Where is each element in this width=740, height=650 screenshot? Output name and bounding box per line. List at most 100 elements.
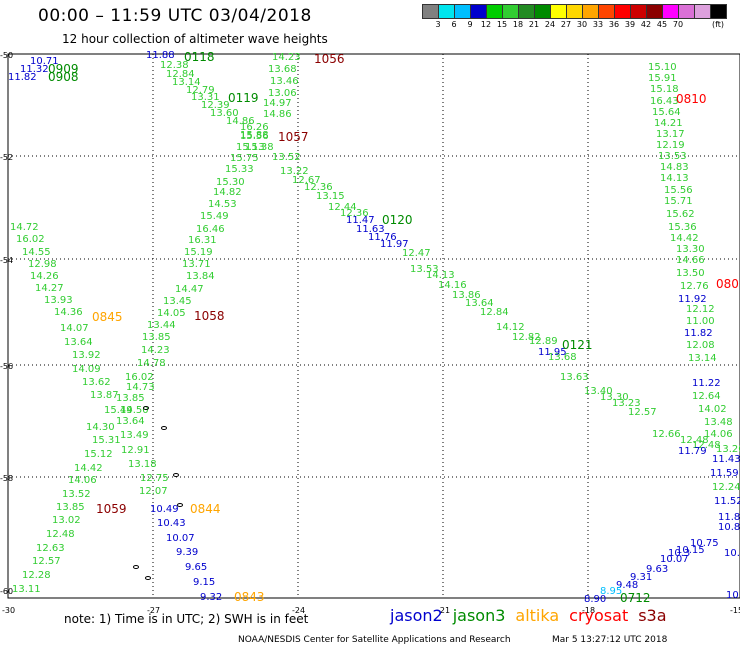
swh-value: 13.64 bbox=[116, 416, 145, 427]
swh-value: 13.20 bbox=[716, 444, 740, 455]
swh-value: 11.76 bbox=[368, 232, 397, 243]
swh-value: 13.53 bbox=[658, 151, 687, 162]
swh-value: 13.06 bbox=[268, 88, 297, 99]
swh-value: 14.09 bbox=[72, 364, 101, 375]
swh-value: 12.36 bbox=[340, 208, 369, 219]
swh-value: 15.10 bbox=[648, 62, 677, 73]
swh-value: 9.15 bbox=[193, 577, 215, 588]
swh-value: 10.75 bbox=[690, 538, 719, 549]
swh-value: 13.85 bbox=[142, 332, 171, 343]
swh-value: 12.84 bbox=[480, 307, 509, 318]
swh-value: 12.36 bbox=[304, 182, 333, 193]
swh-value: 12.12 bbox=[686, 304, 715, 315]
swh-value: 15.91 bbox=[648, 73, 677, 84]
swh-value: 16.02 bbox=[125, 372, 154, 383]
map-subtitle: 12 hour collection of altimeter wave hei… bbox=[62, 32, 328, 46]
legend-cryosat: cryosat bbox=[569, 606, 629, 625]
swh-value: 13.68 bbox=[268, 64, 297, 75]
swh-value: 14.13 bbox=[660, 173, 689, 184]
time-label: 0908 bbox=[48, 70, 79, 84]
swh-value: 13.15 bbox=[316, 191, 345, 202]
swh-value: 15.56 bbox=[240, 131, 269, 142]
swh-value: 13.84 bbox=[186, 271, 215, 282]
island-outline bbox=[143, 406, 149, 410]
swh-value: 11.82 bbox=[684, 328, 713, 339]
swh-value: 15.38 bbox=[245, 142, 274, 153]
color-scale-label: 42 bbox=[640, 20, 652, 29]
swh-value: 11.00 bbox=[686, 316, 715, 327]
swh-value: 14.23 bbox=[272, 52, 301, 63]
swh-value: 11.79 bbox=[678, 446, 707, 457]
swh-value: 11.63 bbox=[356, 224, 385, 235]
swh-value: 13.23 bbox=[612, 398, 641, 409]
swh-value: 15.31 bbox=[92, 435, 121, 446]
swh-value: 10.07 bbox=[166, 533, 195, 544]
color-scale-label: 9 bbox=[467, 20, 473, 29]
swh-value: 11.47 bbox=[346, 215, 375, 226]
swh-value: 13.11 bbox=[12, 584, 41, 595]
swh-value: 14.86 bbox=[226, 116, 255, 127]
swh-value: 13.14 bbox=[172, 77, 201, 88]
swh-value: 13.02 bbox=[52, 515, 81, 526]
swh-value: 13.92 bbox=[72, 350, 101, 361]
swh-value: 14.07 bbox=[60, 323, 89, 334]
legend-altika: altika bbox=[515, 606, 560, 625]
swh-value: 10.71 bbox=[30, 56, 59, 67]
swh-value: 10.15 bbox=[676, 545, 705, 556]
swh-value: 14.12 bbox=[496, 322, 525, 333]
swh-value: 14.02 bbox=[698, 404, 727, 415]
swh-value: 15.71 bbox=[664, 196, 693, 207]
swh-value: 12.48 bbox=[692, 440, 721, 451]
swh-value: 15.56 bbox=[664, 185, 693, 196]
color-scale-label: 27 bbox=[560, 20, 572, 29]
swh-value: 9.32 bbox=[200, 592, 222, 603]
lon-axis-label: -27 bbox=[147, 606, 160, 615]
swh-value: 15.12 bbox=[84, 449, 113, 460]
swh-value: 16.31 bbox=[188, 235, 217, 246]
swh-value: 15.30 bbox=[216, 177, 245, 188]
time-label: 0118 bbox=[184, 50, 215, 64]
swh-value: 9.65 bbox=[185, 562, 207, 573]
swh-value: 12.44 bbox=[328, 202, 357, 213]
swh-value: 14.42 bbox=[74, 463, 103, 474]
color-scale-cell bbox=[710, 4, 727, 19]
lon-axis-label: -24 bbox=[292, 606, 305, 615]
swh-value: 15.13 bbox=[236, 142, 265, 153]
legend-jason2: jason2 bbox=[390, 606, 443, 625]
swh-value: 15.19 bbox=[184, 247, 213, 258]
swh-value: 8.95 bbox=[600, 586, 622, 597]
swh-value: 14.78 bbox=[137, 358, 166, 369]
swh-value: 13.52 bbox=[62, 489, 91, 500]
swh-value: 11.88 bbox=[146, 50, 175, 61]
swh-value: 14.23 bbox=[141, 345, 170, 356]
lat-axis-label: -50 bbox=[0, 51, 13, 60]
swh-value: 13.68 bbox=[548, 352, 577, 363]
swh-value: 12.48 bbox=[46, 529, 75, 540]
color-scale bbox=[422, 4, 727, 19]
swh-value: 14.50 bbox=[120, 405, 149, 416]
swh-value: 11.95 bbox=[538, 347, 567, 358]
time-label: 1059 bbox=[96, 502, 127, 516]
swh-value: 14.05 bbox=[157, 308, 186, 319]
swh-value: 12.38 bbox=[160, 60, 189, 71]
swh-value: 14.66 bbox=[676, 255, 705, 266]
swh-value: 14.86 bbox=[263, 109, 292, 120]
color-scale-labels: 3 6 9 12 15 18 21 24 27 30 33 36 39 42 45 70 bbox=[422, 20, 686, 29]
swh-value: 13.48 bbox=[704, 417, 733, 428]
swh-value: 13.93 bbox=[44, 295, 73, 306]
swh-value: 11.92 bbox=[678, 294, 707, 305]
swh-value: 12.98 bbox=[28, 259, 57, 270]
swh-value: 11.87 bbox=[718, 512, 740, 523]
legend-jason3: jason3 bbox=[452, 606, 506, 625]
satellite-legend: jason2 jason3 altika cryosat s3a bbox=[390, 606, 667, 625]
color-scale-label: 36 bbox=[608, 20, 620, 29]
swh-value: 13.85 bbox=[56, 502, 85, 513]
color-scale-label: 24 bbox=[544, 20, 556, 29]
swh-value: 14.21 bbox=[654, 118, 683, 129]
swh-value: 14.73 bbox=[126, 382, 155, 393]
lat-axis-label: -60 bbox=[0, 587, 13, 596]
time-label: 0119 bbox=[228, 91, 259, 105]
swh-value: 12.64 bbox=[692, 391, 721, 402]
color-scale-label: 39 bbox=[624, 20, 636, 29]
swh-value: 12.91 bbox=[121, 445, 150, 456]
